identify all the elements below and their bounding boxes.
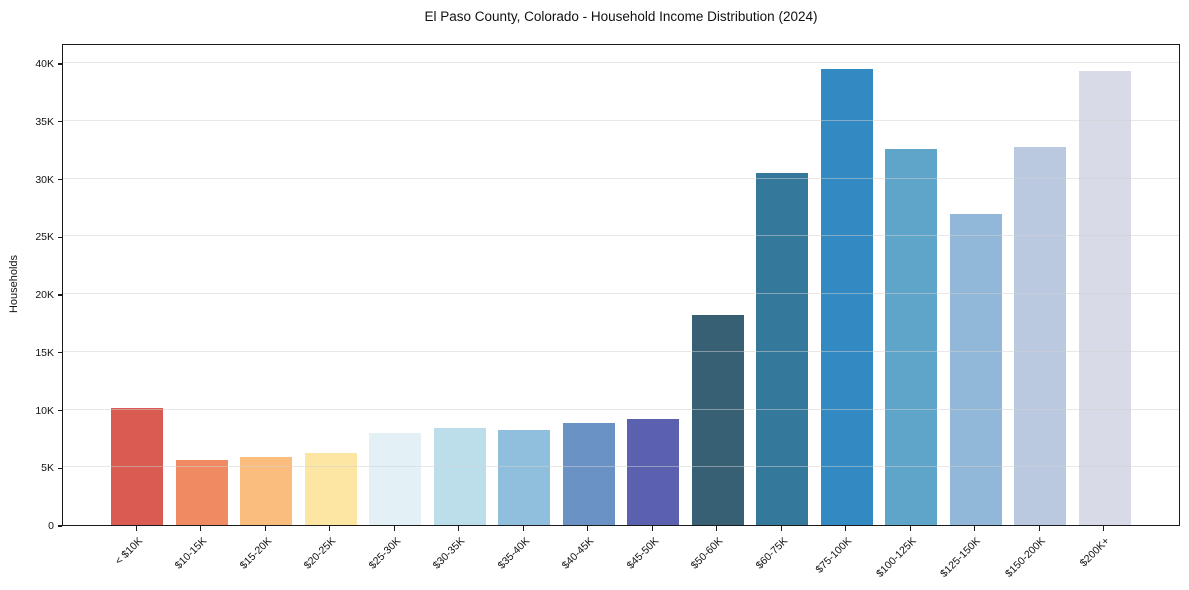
bar-$60-75K [756,173,809,525]
bar-$40-45K [562,423,615,525]
x-tick-label: $40-45K [559,535,597,572]
x-tick-label: < $10K [112,535,145,568]
y-tick-mark [57,467,62,469]
x-tick-mark [329,526,331,531]
y-tick-mark [57,294,62,296]
gridline [63,466,1179,468]
bar-$50-60K [691,315,744,525]
x-tick-label: $125-150K [938,535,984,580]
y-tick-mark [57,236,62,238]
gridline [63,62,1179,63]
x-tick-label: $100-125K [873,535,919,580]
bar-$10-15K [175,459,228,525]
x-tick-label: $150-200K [1002,535,1048,580]
y-axis-title: Households [8,254,20,314]
chart-title: El Paso County, Colorado - Household Inc… [424,9,818,24]
gridline [63,350,1179,352]
bar-$200K+ [1078,71,1131,525]
x-tick-label: $25-30K [366,535,403,572]
plot-area [62,44,1180,526]
x-tick-mark [393,526,395,531]
x-tick-mark [587,526,589,531]
y-tick-mark [57,409,62,412]
x-tick-label: $10-15K [172,535,210,572]
x-tick-mark [522,526,524,531]
x-tick-mark [458,526,460,531]
gridline [63,293,1179,294]
bar-$35-40K [498,429,551,525]
x-tick-label: $200K+ [1077,535,1113,570]
x-tick-mark [974,526,976,531]
x-tick-mark [909,526,911,531]
x-tick-mark [1038,526,1040,531]
x-tick-label: $75-100K [813,535,855,576]
x-tick-mark [1103,526,1105,531]
bar-$150-200K [1014,147,1067,525]
x-tick-mark [264,526,266,531]
x-tick-mark [135,526,137,531]
y-tick-label: 15K [35,346,54,359]
bar-$45-50K [627,419,680,525]
x-tick-label: $35-40K [495,535,532,572]
y-tick-label: 35K [35,115,54,128]
bar-$100-125K [885,149,938,525]
y-tick-label: 40K [35,58,54,70]
bar-$25-30K [369,432,422,525]
x-tick-mark [200,526,202,531]
x-tick-mark [651,526,653,531]
y-tick-mark [57,63,62,65]
y-tick-mark [57,525,62,527]
bar-$20-25K [304,452,357,525]
y-tick-mark [57,178,62,181]
x-tick-mark [780,526,782,531]
y-tick-label: 20K [35,289,54,301]
x-tick-label: $50-60K [688,535,726,572]
bar-$30-35K [433,427,486,525]
y-tick-label: 25K [35,231,54,244]
x-tick-label: $45-50K [624,535,661,572]
y-tick-label: 30K [35,173,54,186]
x-tick-mark [845,526,847,531]
x-tick-label: $30-35K [430,535,468,572]
gridline [63,235,1179,237]
y-tick-label: 0 [48,520,54,532]
y-tick-label: 5K [41,462,54,475]
bar-$15-20K [240,456,293,525]
bar-$125-150K [949,214,1002,525]
x-tick-label: $15-20K [237,535,274,572]
x-tick-label: $20-25K [301,535,339,572]
x-tick-label: $60-75K [753,535,790,572]
y-tick-mark [57,121,62,123]
x-tick-mark [716,526,718,531]
gridline [63,119,1179,121]
gridline [63,408,1179,410]
y-tick-mark [57,352,62,354]
gridline [63,177,1179,179]
y-tick-label: 10K [35,404,54,417]
bar-$75-100K [820,68,873,525]
